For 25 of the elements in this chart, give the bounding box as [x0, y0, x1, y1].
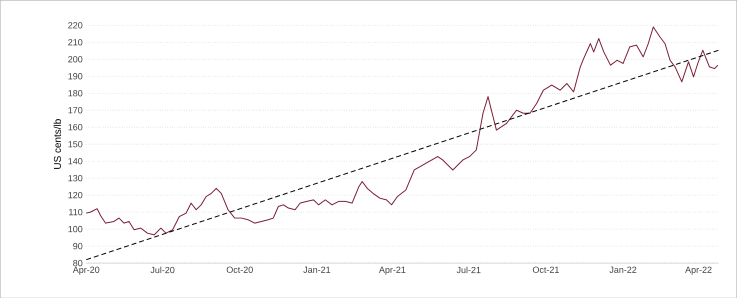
- y-tick-label: 100: [68, 226, 82, 232]
- x-tick-label: Oct-21: [532, 266, 559, 273]
- x-tick-label: Oct-20: [226, 266, 253, 273]
- y-tick-label: 180: [68, 90, 82, 96]
- x-tick-label: Apr-22: [685, 266, 712, 275]
- y-tick-label: 120: [68, 192, 82, 198]
- y-axis-title: US cents/lb: [54, 118, 61, 169]
- x-tick-label: Apr-20: [72, 266, 100, 275]
- y-tick-label: 140: [68, 158, 82, 164]
- y-tick-label: 80: [73, 260, 82, 266]
- x-tick-label: Apr-21: [378, 266, 406, 275]
- y-tick-label: 190: [68, 72, 82, 80]
- y-tick-label: 210: [68, 38, 82, 46]
- y-tick-label: 220: [68, 22, 82, 28]
- y-tick-label: 130: [68, 174, 82, 182]
- x-tick-label: Jan-22: [610, 266, 636, 273]
- x-tick-label: Jan-21: [303, 266, 330, 273]
- y-tick-label: 110: [69, 208, 82, 216]
- y-tick-label: 200: [68, 56, 82, 62]
- y-tick-label: 90: [73, 242, 82, 250]
- x-tick-label: Jul-21: [456, 266, 480, 274]
- y-tick-label: 170: [68, 106, 82, 114]
- y-tick-label: 150: [68, 140, 82, 148]
- x-tick-label: Jul-20: [150, 266, 174, 274]
- y-tick-label: 160: [68, 124, 82, 130]
